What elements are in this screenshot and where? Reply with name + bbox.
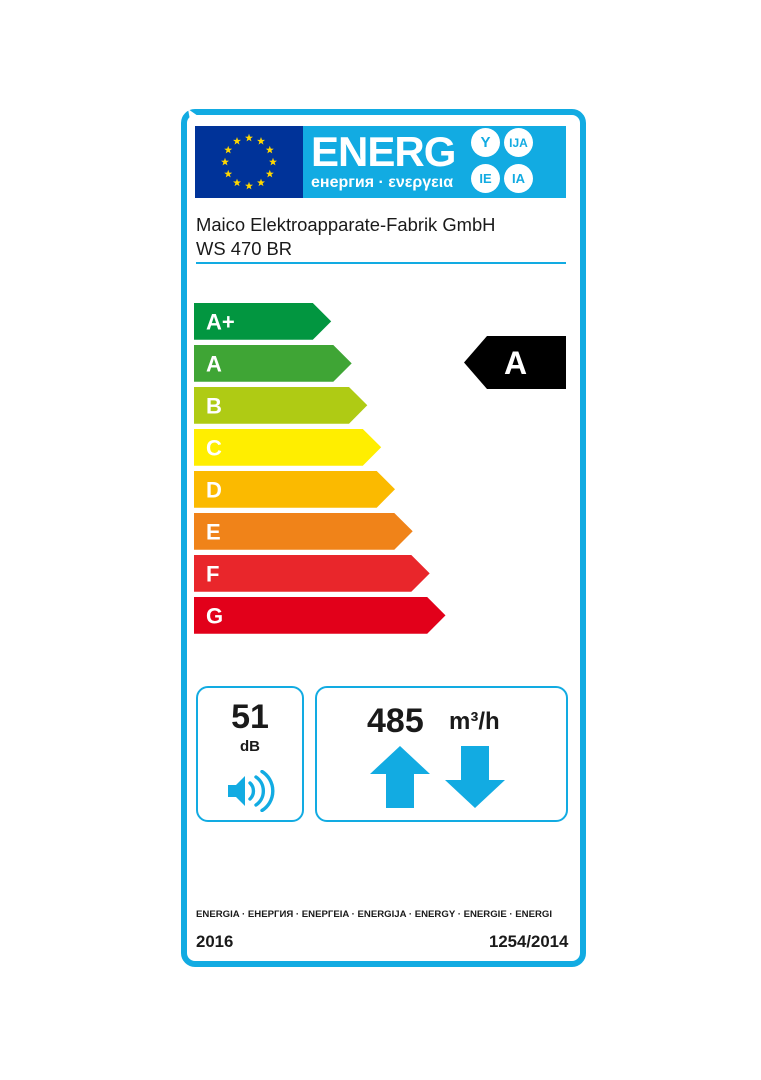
svg-text:A: A: [206, 351, 222, 376]
svg-text:G: G: [206, 603, 223, 628]
svg-text:F: F: [206, 561, 219, 586]
svg-text:A: A: [504, 345, 527, 381]
svg-text:A+: A+: [206, 309, 235, 334]
svg-text:E: E: [206, 519, 221, 544]
svg-text:C: C: [206, 435, 222, 460]
svg-text:D: D: [206, 477, 222, 502]
svg-text:B: B: [206, 393, 222, 418]
